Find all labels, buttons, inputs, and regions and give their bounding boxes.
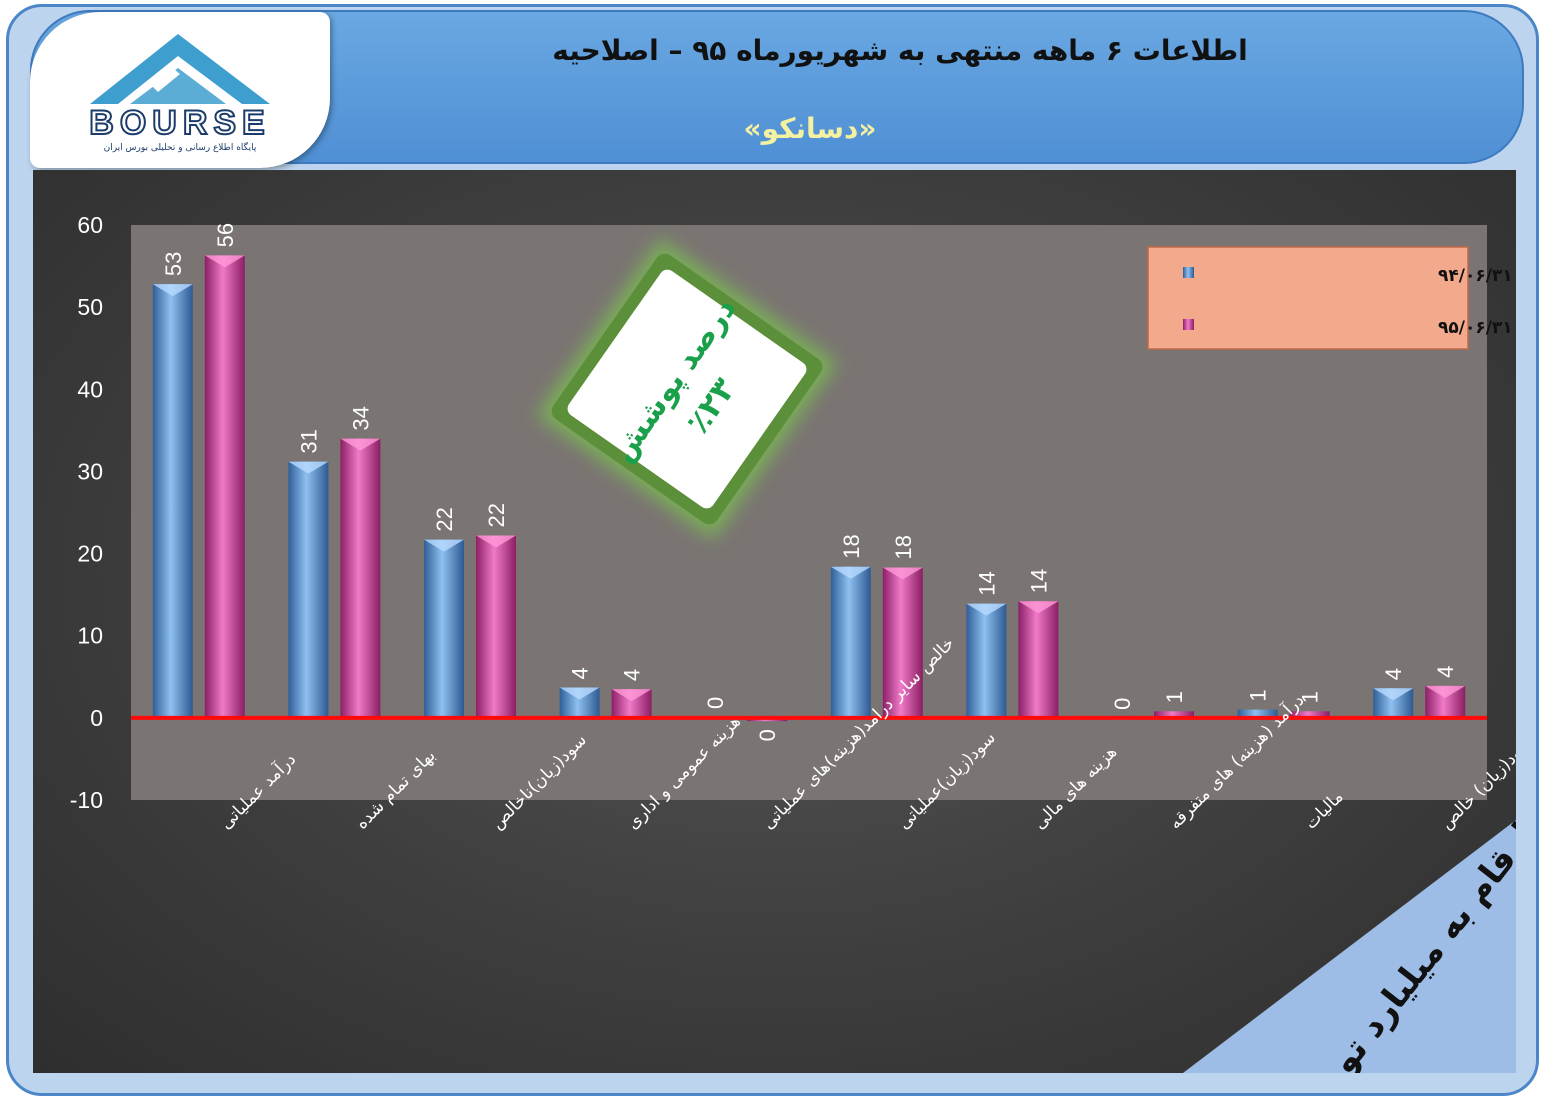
bar-bevel: [288, 461, 329, 474]
bar-series1: [152, 284, 193, 718]
data-label-series1: 0: [703, 697, 728, 709]
data-label-series1: 0: [1110, 698, 1135, 710]
bourse24-logo: BOURSE پایگاه اطلاع رسانی و تحلیلی بورس …: [30, 12, 330, 168]
bar-bevel: [559, 687, 600, 700]
bar-bevel: [830, 566, 871, 579]
data-label-series2: 1: [1298, 691, 1323, 703]
bar-bevel: [152, 284, 193, 297]
y-tick-label: 50: [77, 294, 103, 320]
company-name: «دسانکو»: [743, 112, 877, 145]
data-label-series2: 14: [1026, 569, 1051, 593]
data-label-series2: 1: [1162, 691, 1187, 703]
bar-series2: [1154, 711, 1194, 718]
bar-bevel: [1018, 601, 1059, 614]
bar-bevel: [611, 689, 652, 702]
data-label-series1: 14: [974, 571, 999, 595]
bar-series2: [340, 438, 381, 718]
legend-label-series1: ۶ ماهه منتهی به ۹۴/۰۶/۳۱: [1438, 266, 1516, 286]
coverage-badge: درصد پوشش ٪۲۳: [536, 238, 838, 540]
data-label-series1: 4: [568, 667, 593, 679]
bar-series1: [830, 566, 871, 718]
data-label-series1: 18: [839, 534, 864, 558]
legend: ۶ ماهه منتهی به ۹۴/۰۶/۳۱ ۶ ماهه منتهی به…: [1147, 246, 1516, 350]
y-tick-label: 40: [77, 376, 103, 402]
logo-wordmark: BOURSE: [89, 104, 270, 142]
bar-bevel: [476, 535, 516, 548]
units-corner: ارقام به میلیارد تومان: [1183, 815, 1516, 1073]
data-label-series1: 4: [1381, 668, 1406, 680]
bar-bevel: [1373, 688, 1414, 701]
data-label-series2: 4: [1433, 666, 1458, 678]
bar-bevel: [966, 603, 1007, 616]
data-label-series1: 31: [296, 429, 321, 453]
data-label-series1: 53: [161, 252, 186, 276]
data-label-series2: 34: [348, 406, 373, 430]
logo-tagline: پایگاه اطلاع رسانی و تحلیلی بورس ایران: [104, 141, 257, 153]
data-label-series2: 18: [891, 535, 916, 559]
bar-bevel: [340, 438, 381, 451]
data-label-series1: 22: [432, 507, 457, 531]
bar-series1: [288, 461, 329, 718]
legend-swatch-series2: [1183, 319, 1194, 330]
bar-series2: [1289, 711, 1330, 718]
legend-swatch-series1: [1183, 267, 1194, 278]
bar-series2: [1018, 601, 1059, 718]
bar-series2: [204, 255, 245, 718]
data-label-series2: 4: [620, 669, 645, 681]
page-title: اطلاعات ۶ ماهه منتهی به شهریورماه ۹۵ – ا…: [552, 34, 1248, 67]
bar-bevel: [204, 255, 245, 268]
bar-series1: [424, 539, 464, 718]
bar-series1: [966, 603, 1007, 718]
data-label-series2: 56: [213, 223, 238, 247]
y-tick-label: 20: [77, 541, 103, 567]
y-tick-label: 30: [77, 458, 103, 484]
data-label-series2: 22: [484, 503, 509, 527]
legend-label-series2: ۶ ماهه منتهی به ۹۵/۰۶/۳۱: [1438, 318, 1516, 338]
y-tick-label: 0: [90, 705, 103, 731]
bar-bevel: [1425, 685, 1466, 698]
data-label-series1: 1: [1246, 689, 1271, 701]
logo-graphic: BOURSE پایگاه اطلاع رسانی و تحلیلی بورس …: [88, 34, 270, 153]
bar-series2: [882, 567, 923, 718]
bar-bevel: [882, 567, 923, 580]
y-tick-label: 60: [77, 212, 103, 238]
bar-series1: [1237, 709, 1278, 718]
y-tick-label: 10: [77, 623, 103, 649]
bar-series2: [476, 535, 516, 718]
data-label-series2: 0: [755, 729, 780, 741]
bar-bevel: [424, 539, 464, 552]
y-tick-label: -10: [70, 787, 103, 813]
